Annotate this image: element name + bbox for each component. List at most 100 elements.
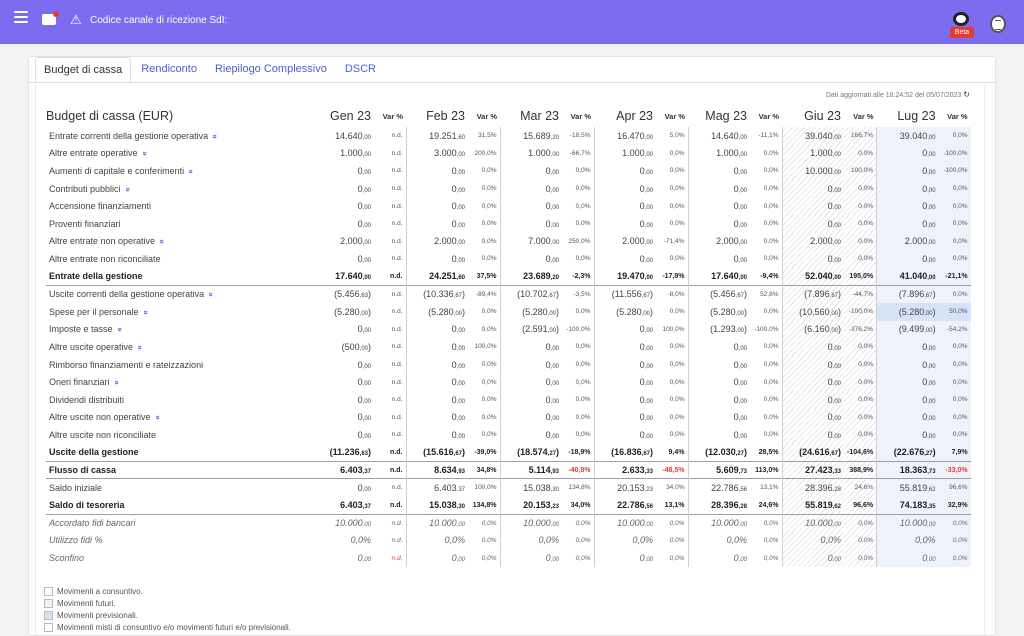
cell-value: 0,00 <box>639 359 653 370</box>
expand-icon[interactable]: » <box>141 310 151 315</box>
cell-value: 0,00 <box>639 377 653 388</box>
row-label-text: Uscite correnti della gestione operativa <box>49 289 205 300</box>
cell-var: 0,0% <box>562 250 595 268</box>
expand-icon[interactable]: » <box>157 239 167 245</box>
expand-icon[interactable]: » <box>123 186 133 192</box>
cell-value: 0,00 <box>733 165 747 176</box>
beta-label: Beta <box>950 27 974 38</box>
row-label: Accordato fidi bancari <box>46 513 312 532</box>
legend-label: Movimenti misti di consuntivo e/o movime… <box>57 622 291 632</box>
cell-var: 0,0% <box>938 179 971 198</box>
cell-value: 0,00 <box>545 377 559 388</box>
cell-value: (5.280,00) <box>876 302 939 321</box>
tab-dscr[interactable]: DSCR <box>344 63 376 75</box>
cell-var: 100,0% <box>468 478 501 497</box>
cell-var: -71,4% <box>656 232 689 251</box>
cell-var: n.d. <box>374 549 407 567</box>
cell-var: 0,0% <box>750 179 783 198</box>
row-label: Proventi finanziari <box>46 215 312 233</box>
table-row: Entrate correnti della gestione operativ… <box>46 127 971 145</box>
cell-value: 0,00 <box>451 165 465 176</box>
refresh-icon[interactable]: ↻ <box>963 90 970 99</box>
tab-riepilogo-complessivo[interactable]: Riepilogo Complessivo <box>214 63 327 75</box>
cell-value: 0,00 <box>876 250 939 268</box>
expand-icon[interactable]: » <box>135 345 145 350</box>
row-label: Altre uscite non riconciliate <box>46 426 312 444</box>
cell-var: 0,0% <box>656 250 689 268</box>
row-label: Aumenti di capitale e conferimenti» <box>46 162 312 180</box>
cell-value: 0,00 <box>357 412 371 423</box>
cell-var: -100,0% <box>938 162 971 180</box>
legend-swatch <box>44 610 53 620</box>
cell-value: 0,00 <box>733 218 747 229</box>
document-icon[interactable] <box>990 15 1006 33</box>
cell-var: n.d. <box>374 390 407 409</box>
cell-value: 1.000,00 <box>622 148 653 159</box>
cell-var: -39,0% <box>468 443 501 462</box>
cell-value: 0,00 <box>782 390 844 409</box>
cell-value: 41.040,00 <box>876 267 939 286</box>
row-label-text: Altre uscite non operative <box>49 412 151 423</box>
cell-var: 96,6% <box>844 496 878 515</box>
bell-icon[interactable]: ⚠ <box>70 12 82 27</box>
expand-icon[interactable]: » <box>186 169 196 174</box>
cell-var: 0,0% <box>468 513 501 532</box>
cell-var: 166,7% <box>844 127 878 145</box>
expand-icon[interactable]: » <box>115 327 125 333</box>
cell-var: 0,0% <box>562 513 595 532</box>
beta-logo-icon[interactable]: Beta <box>950 12 974 38</box>
cell-value: (10.702,67) <box>500 284 562 303</box>
cell-var: n.d. <box>374 496 407 515</box>
row-label-text: Altre entrate non riconciliate <box>49 253 161 264</box>
cell-value: 22.786,56 <box>688 478 750 497</box>
tab-budget-di-cassa[interactable]: Budget di cassa <box>35 57 132 83</box>
cell-value: 16.470,00 <box>617 130 653 141</box>
row-label: Uscite correnti della gestione operativa… <box>46 284 312 303</box>
cell-value: 1.000,00 <box>782 144 844 163</box>
cell-value: 0,00 <box>545 553 559 564</box>
cell-var: 0,0% <box>938 513 971 532</box>
cell-var: n.d. <box>374 513 407 532</box>
table-row: Altre uscite operative» (500,00) n.d. 0,00 1… <box>46 338 971 356</box>
cell-var: 100,0% <box>844 162 878 180</box>
cell-var: 24,6% <box>750 496 783 515</box>
month-header: Giu 23 <box>804 109 841 123</box>
tab-rendiconto[interactable]: Rendiconto <box>141 63 197 75</box>
cell-var: 0,0% <box>562 390 595 409</box>
cell-value: 0,00 <box>357 201 371 212</box>
month-header: Feb 23 <box>426 109 465 123</box>
row-label-text: Utilizzo fidi % <box>49 535 103 546</box>
expand-icon[interactable]: » <box>153 415 163 421</box>
table-header-row: Budget di cassa (EUR) Gen 23 Var % Feb 23 V… <box>46 105 971 127</box>
menu-icon[interactable] <box>14 11 28 23</box>
expand-icon[interactable]: » <box>140 151 150 157</box>
expand-icon[interactable]: » <box>206 292 216 298</box>
cell-var: 0,0% <box>562 179 595 198</box>
cell-value: 52.040,00 <box>782 267 844 286</box>
cell-value: 6.403,37 <box>340 500 371 511</box>
top-bar: ⚠ Codice canale di ricezione SdI: Beta <box>0 0 1024 44</box>
cell-var: 34,8% <box>468 460 501 479</box>
cell-value: (10.560,00) <box>782 302 844 321</box>
cell-value: 2.000,00 <box>716 236 747 247</box>
row-label: Saldo iniziale <box>46 478 312 497</box>
table-row: Imposte e tasse» 0,00 n.d. 0,00 0,0% (2.591,0… <box>46 320 971 339</box>
expand-icon[interactable]: » <box>112 380 122 385</box>
row-label-text: Entrate della gestione <box>49 271 143 282</box>
legend-item: Movimenti misti di consuntivo e/o movime… <box>44 621 291 633</box>
expand-icon[interactable]: » <box>210 134 220 139</box>
cell-value: 0,0% <box>350 535 371 546</box>
cell-value: (24.616,67) <box>782 443 844 462</box>
cell-var: -17,8% <box>656 267 689 286</box>
cell-value: (2.591,00) <box>522 324 559 335</box>
chat-icon[interactable] <box>42 11 59 25</box>
cell-value: 0,0% <box>726 535 747 546</box>
cell-value: 20.153,23 <box>594 478 656 497</box>
cell-var: 0,0% <box>750 302 783 321</box>
cell-var: 50,0% <box>938 302 971 321</box>
row-label: Spese per il personale» <box>46 303 312 321</box>
cell-var: 0,0% <box>562 531 595 550</box>
cell-var: -100,0% <box>562 320 595 339</box>
cell-var: -8,0% <box>656 284 689 303</box>
cell-var: 100,0% <box>468 338 501 356</box>
